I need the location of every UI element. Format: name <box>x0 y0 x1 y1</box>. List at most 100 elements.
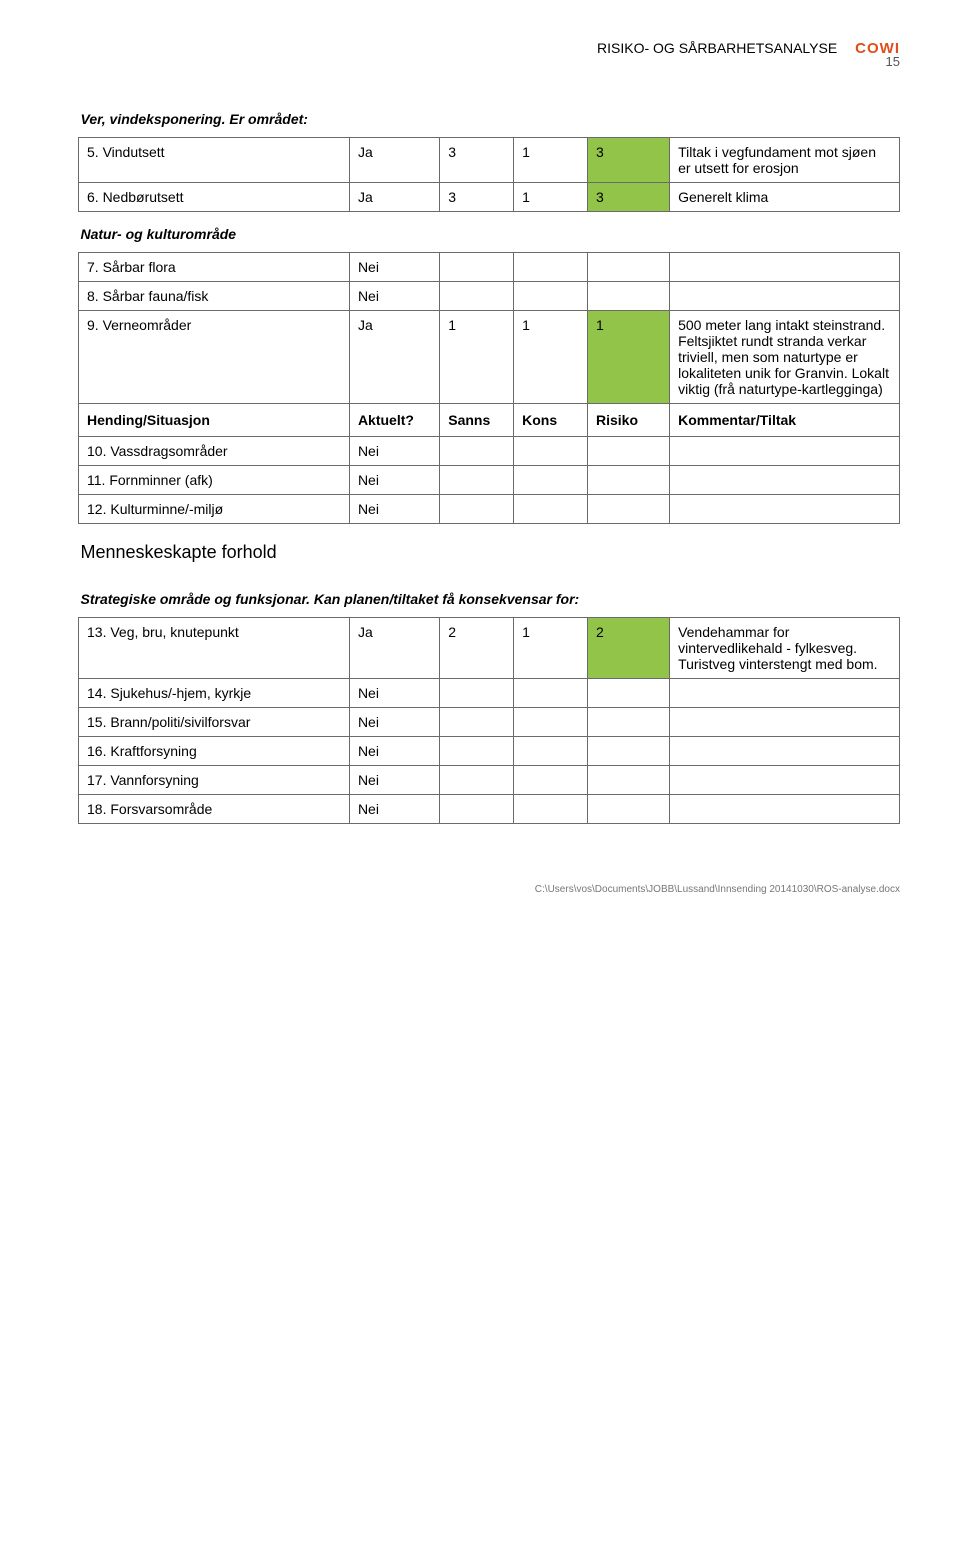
cell-sanns <box>440 495 514 524</box>
cell-kommentar: Tiltak i vegfundament mot sjøen er utset… <box>670 138 900 183</box>
table-row: 10. Vassdragsområder Nei <box>79 437 900 466</box>
cell-kons: 1 <box>514 183 588 212</box>
table-row: 13. Veg, bru, knutepunkt Ja 2 1 2 Vendeh… <box>79 618 900 679</box>
cell-risiko: 3 <box>587 138 669 183</box>
col-risiko: Risiko <box>587 404 669 437</box>
section-ver: Ver, vindeksponering. Er området: <box>79 97 900 138</box>
table-row: 9. Verneområder Ja 1 1 1 500 meter lang … <box>79 311 900 404</box>
table-row: 11. Fornminner (afk) Nei <box>79 466 900 495</box>
cell-risiko <box>587 766 669 795</box>
cell-aktuelt: Ja <box>349 138 439 183</box>
table-row: 18. Forsvarsområde Nei <box>79 795 900 824</box>
cell-aktuelt: Nei <box>349 282 439 311</box>
cell-kons: 1 <box>514 618 588 679</box>
section-natur: Natur- og kulturområde <box>79 212 900 253</box>
cell-risiko <box>587 253 669 282</box>
cell-sanns <box>440 437 514 466</box>
cell-sanns <box>440 679 514 708</box>
cell-aktuelt: Nei <box>349 437 439 466</box>
cell-label: 12. Kulturminne/-miljø <box>79 495 350 524</box>
cell-sanns <box>440 737 514 766</box>
cell-label: 13. Veg, bru, knutepunkt <box>79 618 350 679</box>
cell-kons <box>514 437 588 466</box>
cell-sanns <box>440 282 514 311</box>
cell-aktuelt: Nei <box>349 766 439 795</box>
cell-kons <box>514 795 588 824</box>
cell-kommentar: Generelt klima <box>670 183 900 212</box>
cell-aktuelt: Nei <box>349 495 439 524</box>
cell-risiko: 3 <box>587 183 669 212</box>
cell-risiko <box>587 708 669 737</box>
cell-aktuelt: Nei <box>349 708 439 737</box>
cell-risiko <box>587 737 669 766</box>
cell-risiko <box>587 795 669 824</box>
cell-kons <box>514 708 588 737</box>
cell-aktuelt: Ja <box>349 183 439 212</box>
cell-label: 18. Forsvarsområde <box>79 795 350 824</box>
cell-label: 7. Sårbar flora <box>79 253 350 282</box>
table-row: 15. Brann/politi/sivilforsvar Nei <box>79 708 900 737</box>
cell-label: 16. Kraftforsyning <box>79 737 350 766</box>
cell-sanns <box>440 795 514 824</box>
col-kommentar: Kommentar/Tiltak <box>670 404 900 437</box>
cell-kons <box>514 253 588 282</box>
cell-aktuelt: Nei <box>349 737 439 766</box>
cell-kons <box>514 737 588 766</box>
cell-label: 5. Vindutsett <box>79 138 350 183</box>
section-heading: Natur- og kulturområde <box>79 212 900 253</box>
cell-label: 9. Verneområder <box>79 311 350 404</box>
cell-kommentar <box>670 795 900 824</box>
cell-sanns <box>440 253 514 282</box>
cell-label: 15. Brann/politi/sivilforsvar <box>79 708 350 737</box>
cell-sanns <box>440 708 514 737</box>
cell-kommentar <box>670 466 900 495</box>
cell-sanns: 3 <box>440 138 514 183</box>
col-hending: Hending/Situasjon <box>79 404 350 437</box>
cell-label: 14. Sjukehus/-hjem, kyrkje <box>79 679 350 708</box>
cell-aktuelt: Ja <box>349 618 439 679</box>
section-strategiske: Strategiske område og funksjonar. Kan pl… <box>79 577 900 618</box>
cell-sanns: 3 <box>440 183 514 212</box>
cell-kons <box>514 766 588 795</box>
cell-kommentar <box>670 679 900 708</box>
table-row: 7. Sårbar flora Nei <box>79 253 900 282</box>
cell-aktuelt: Ja <box>349 311 439 404</box>
cell-kommentar <box>670 766 900 795</box>
cell-risiko <box>587 495 669 524</box>
cell-label: 17. Vannforsyning <box>79 766 350 795</box>
cell-kons <box>514 495 588 524</box>
cell-sanns <box>440 766 514 795</box>
cell-kommentar: Vendehammar for vintervedlikehald - fylk… <box>670 618 900 679</box>
cell-kons: 1 <box>514 311 588 404</box>
cell-aktuelt: Nei <box>349 253 439 282</box>
cell-label: 6. Nedbørutsett <box>79 183 350 212</box>
cell-aktuelt: Nei <box>349 795 439 824</box>
cell-kons <box>514 466 588 495</box>
page-number: 15 <box>886 55 900 68</box>
table-header-row: Hending/Situasjon Aktuelt? Sanns Kons Ri… <box>79 404 900 437</box>
table-row: 6. Nedbørutsett Ja 3 1 3 Generelt klima <box>79 183 900 212</box>
footer-path: C:\Users\vos\Documents\JOBB\Lussand\Inns… <box>78 884 900 895</box>
cell-risiko <box>587 437 669 466</box>
col-kons: Kons <box>514 404 588 437</box>
cell-sanns: 1 <box>440 311 514 404</box>
section-heading: Ver, vindeksponering. Er området: <box>79 97 900 138</box>
cell-aktuelt: Nei <box>349 679 439 708</box>
cell-kons <box>514 282 588 311</box>
cell-aktuelt: Nei <box>349 466 439 495</box>
cell-sanns <box>440 466 514 495</box>
table-row: 14. Sjukehus/-hjem, kyrkje Nei <box>79 679 900 708</box>
cell-kommentar <box>670 737 900 766</box>
section-heading: Strategiske område og funksjonar. Kan pl… <box>79 577 900 618</box>
cell-kommentar <box>670 495 900 524</box>
section-heading: Menneskeskapte forhold <box>79 524 900 578</box>
cell-kommentar <box>670 708 900 737</box>
cell-kommentar <box>670 282 900 311</box>
table-row: 17. Vannforsyning Nei <box>79 766 900 795</box>
table-row: 16. Kraftforsyning Nei <box>79 737 900 766</box>
cell-kons <box>514 679 588 708</box>
cell-risiko: 1 <box>587 311 669 404</box>
table-row: 8. Sårbar fauna/fisk Nei <box>79 282 900 311</box>
ros-table: Ver, vindeksponering. Er området: 5. Vin… <box>78 97 900 824</box>
cell-kommentar <box>670 437 900 466</box>
